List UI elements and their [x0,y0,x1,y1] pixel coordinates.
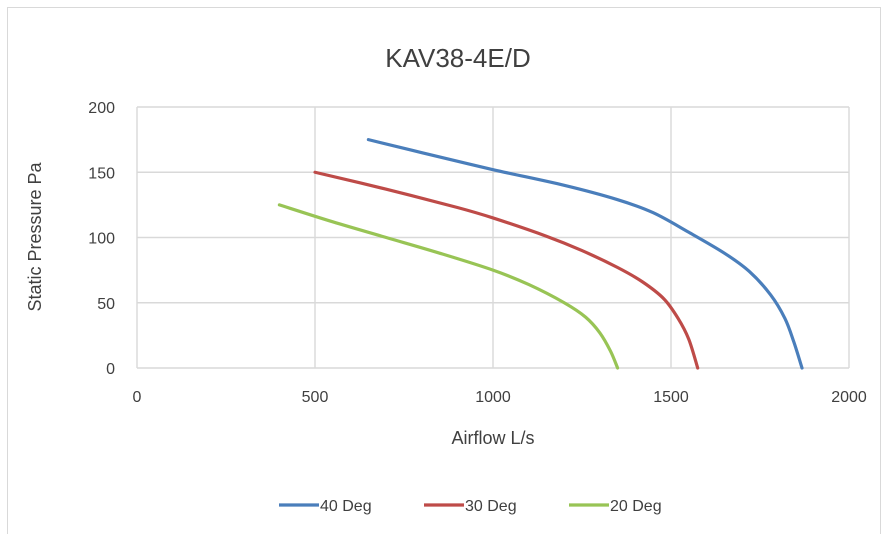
chart-title: KAV38-4E/D [385,43,530,73]
legend-label-40-deg: 40 Deg [320,498,372,515]
y-tick-label: 200 [88,100,115,117]
y-axis-title: Static Pressure Pa [25,161,45,311]
legend: 40 Deg 30 Deg 20 Deg [279,498,662,515]
x-axis-title: Airflow L/s [451,428,534,448]
x-axis-ticks: 0 500 1000 1500 2000 [133,389,867,406]
series-lines [277,138,804,370]
y-tick-label: 100 [88,231,115,248]
x-tick-label: 1500 [653,389,689,406]
y-tick-label: 50 [97,296,115,313]
x-tick-label: 2000 [831,389,867,406]
y-tick-label: 150 [88,165,115,182]
series-line-30-deg [313,170,700,370]
chart-frame [7,7,881,534]
series-line-20-deg [277,203,620,370]
x-tick-label: 1000 [475,389,511,406]
x-tick-label: 0 [133,389,142,406]
series-line-40-deg [366,138,804,370]
legend-label-20-deg: 20 Deg [610,498,662,515]
x-tick-label: 500 [302,389,329,406]
gridlines [136,106,850,369]
y-axis-ticks: 0 50 100 150 200 [88,100,115,378]
legend-label-30-deg: 30 Deg [465,498,517,515]
y-tick-label: 0 [106,361,115,378]
